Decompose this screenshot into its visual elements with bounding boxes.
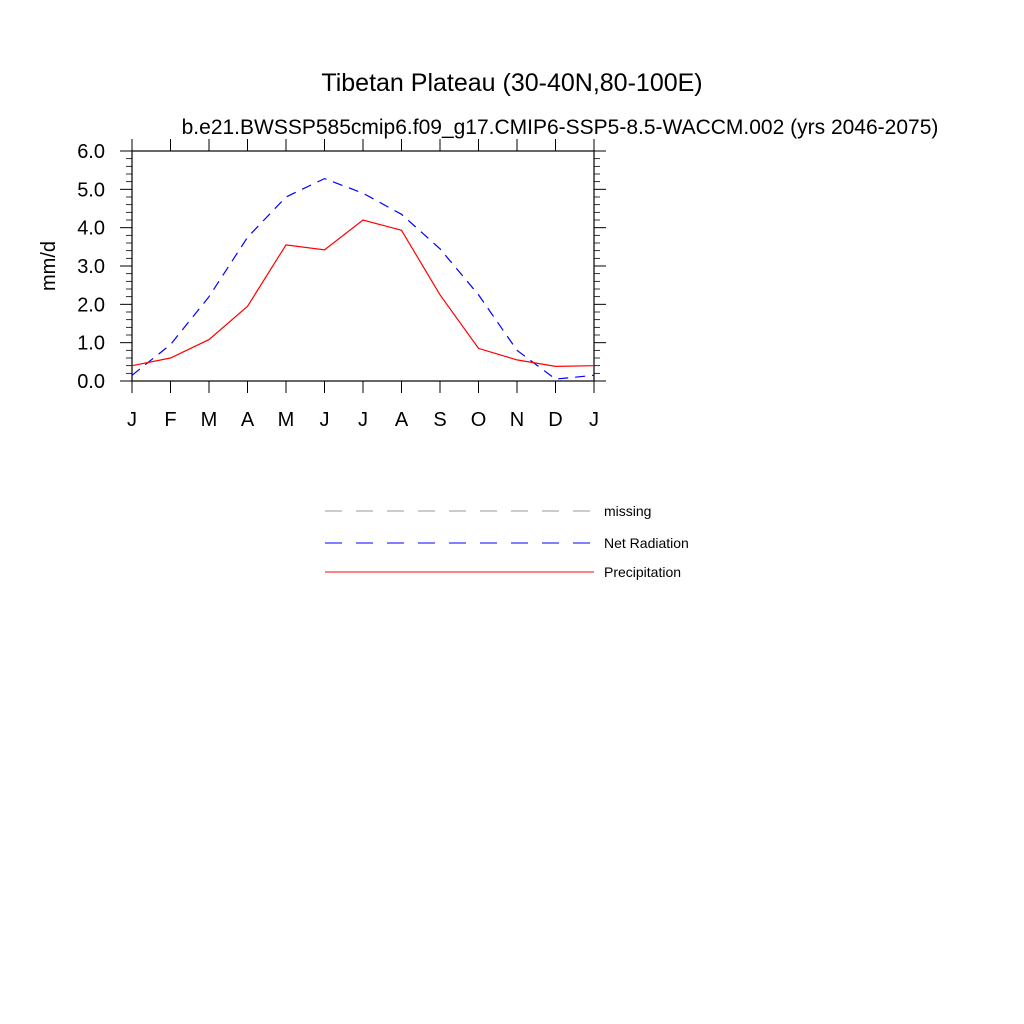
legend-label-precipitation: Precipitation [604, 564, 681, 580]
y-tick-label: 4.0 [77, 218, 105, 240]
x-tick-label: M [201, 409, 218, 431]
y-tick-label: 2.0 [77, 294, 105, 316]
x-tick-label: S [433, 409, 446, 431]
series-lines [131, 177, 595, 380]
plot-frame [131, 150, 595, 382]
series-line-net-radiation [131, 177, 595, 380]
y-axis-label: mm/d [38, 241, 60, 291]
y-tick-label: 0.0 [77, 371, 105, 393]
x-tick-label: J [358, 409, 368, 431]
x-tick-label: A [241, 409, 255, 431]
y-tick-label: 3.0 [77, 256, 105, 278]
x-tick-label: A [395, 409, 409, 431]
x-tick-label: N [510, 409, 524, 431]
y-tick-labels: 0.0 1.0 2.0 3.0 4.0 5.0 6.0 [77, 141, 105, 393]
x-tick-label: J [589, 409, 599, 431]
x-tick-label: D [548, 409, 562, 431]
chart-subtitle: b.e21.BWSSP585cmip6.f09_g17.CMIP6-SSP5-8… [182, 116, 939, 139]
x-tick-label: M [278, 409, 295, 431]
y-tick-label: 6.0 [77, 141, 105, 163]
chart-title: Tibetan Plateau (30-40N,80-100E) [321, 69, 702, 97]
x-tick-label: J [127, 409, 137, 431]
y-tick-label: 5.0 [77, 179, 105, 201]
tick-marks [120, 139, 606, 393]
legend-label-missing: missing [604, 503, 651, 519]
x-tick-label: O [471, 409, 487, 431]
x-tick-label: J [320, 409, 330, 431]
x-tick-label: F [164, 409, 176, 431]
legend-label-net-radiation: Net Radiation [604, 535, 689, 551]
y-tick-label: 1.0 [77, 333, 105, 355]
legend: missing Net Radiation Precipitation [325, 503, 689, 580]
series-line-precipitation [131, 219, 595, 368]
